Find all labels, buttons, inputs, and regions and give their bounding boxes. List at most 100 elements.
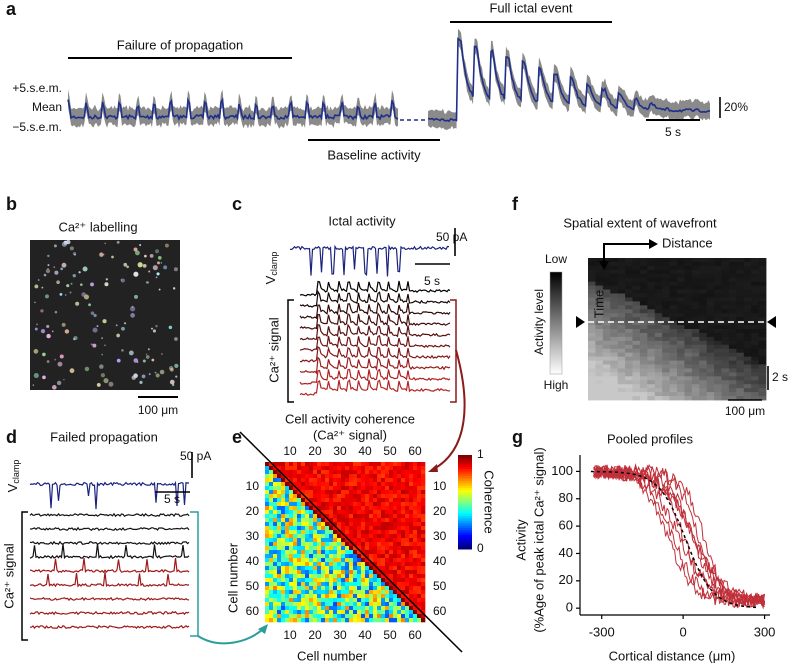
tick-label: 30 <box>246 529 260 543</box>
matrix-cell <box>321 574 326 579</box>
wave-cell <box>595 265 604 271</box>
wave-cell <box>721 285 730 290</box>
matrix-cell <box>317 610 322 615</box>
wave-cell <box>699 380 708 385</box>
cell <box>41 286 44 289</box>
matrix-cell <box>341 538 346 543</box>
matrix-cell <box>365 542 370 547</box>
matrix-cell <box>333 518 338 523</box>
matrix-cell <box>353 498 358 503</box>
matrix-cell <box>373 534 378 539</box>
matrix-cell <box>389 562 394 567</box>
matrix-cell <box>321 490 326 495</box>
wave-cell <box>625 368 633 373</box>
wave-cell <box>669 368 678 373</box>
matrix-cell <box>361 470 366 475</box>
matrix-cell <box>281 570 286 575</box>
cell <box>115 324 118 327</box>
matrix-cell <box>361 562 366 567</box>
matrix-cell <box>281 542 286 547</box>
matrix-cell <box>313 490 318 495</box>
cell <box>173 267 178 272</box>
wave-cell <box>602 273 611 279</box>
wave-cell <box>588 392 596 397</box>
ca-trace <box>29 526 190 532</box>
matrix-cell <box>293 582 298 587</box>
wave-cell <box>699 293 708 298</box>
wave-cell <box>691 258 700 263</box>
matrix-cell <box>321 614 326 619</box>
matrix-cell <box>381 606 386 611</box>
matrix-cell <box>405 618 410 623</box>
matrix-cell <box>297 466 302 471</box>
wave-cell <box>625 317 633 322</box>
wave-cell <box>595 269 604 275</box>
matrix-cell <box>401 526 406 531</box>
matrix-cell <box>413 466 418 471</box>
matrix-cell <box>357 498 362 503</box>
v-sub: clamp <box>269 252 279 276</box>
matrix-cell <box>413 606 418 611</box>
wave-cell <box>639 293 648 298</box>
matrix-cell <box>349 558 354 563</box>
wave-cell <box>743 352 752 358</box>
wave-cell <box>639 352 648 358</box>
wave-cell <box>639 321 648 326</box>
wave-cell <box>625 352 633 358</box>
wave-cell <box>721 277 730 283</box>
matrix-cell <box>397 602 402 607</box>
matrix-cell <box>333 570 338 575</box>
wave-cell <box>714 273 722 279</box>
cell <box>66 284 70 288</box>
matrix-cell <box>341 474 346 479</box>
wave-cell <box>632 364 641 369</box>
matrix-cell <box>409 482 414 487</box>
wave-cell <box>677 332 685 338</box>
wave-cell <box>662 305 670 310</box>
matrix-cell <box>341 614 346 619</box>
matrix-cell <box>413 514 418 519</box>
wave-cell <box>691 277 700 283</box>
matrix-cell <box>329 494 334 499</box>
matrix-cell <box>385 574 390 579</box>
matrix-cell <box>297 586 302 591</box>
matrix-cell <box>357 466 362 471</box>
wave-cell <box>617 380 626 385</box>
wave-cell <box>736 376 745 381</box>
matrix-cell <box>269 498 274 503</box>
colorbar-cell <box>458 469 472 472</box>
matrix-cell <box>309 598 314 603</box>
wave-cell <box>743 384 752 389</box>
wave-cell <box>758 336 767 342</box>
wave-cell <box>625 332 633 338</box>
matrix-cell <box>341 574 346 579</box>
matrix-cell <box>297 494 302 499</box>
wave-cell <box>669 344 678 350</box>
matrix-cell <box>277 510 282 515</box>
matrix-cell <box>265 558 270 563</box>
matrix-cell <box>353 550 358 555</box>
wave-cell <box>602 309 611 314</box>
wave-cell <box>736 317 745 322</box>
wave-cell <box>632 289 641 294</box>
matrix-cell <box>353 598 358 603</box>
colorbar-cell <box>458 516 472 519</box>
wave-cell <box>751 285 759 290</box>
matrix-cell <box>329 534 334 539</box>
matrix-cell <box>281 602 286 607</box>
matrix-cell <box>309 562 314 567</box>
wave-cell <box>699 360 708 365</box>
wave-cell <box>625 321 633 326</box>
matrix-cell <box>401 594 406 599</box>
wave-cell <box>602 368 611 373</box>
matrix-cell <box>345 462 350 467</box>
matrix-cell <box>413 530 418 535</box>
matrix-cell <box>397 510 402 515</box>
matrix-cell <box>301 478 306 483</box>
matrix-cell <box>357 550 362 555</box>
matrix-cell <box>405 594 410 599</box>
matrix-cell <box>309 546 314 551</box>
tick-label: 50 <box>383 444 397 458</box>
wave-cell <box>639 317 648 322</box>
matrix-cell <box>413 550 418 555</box>
